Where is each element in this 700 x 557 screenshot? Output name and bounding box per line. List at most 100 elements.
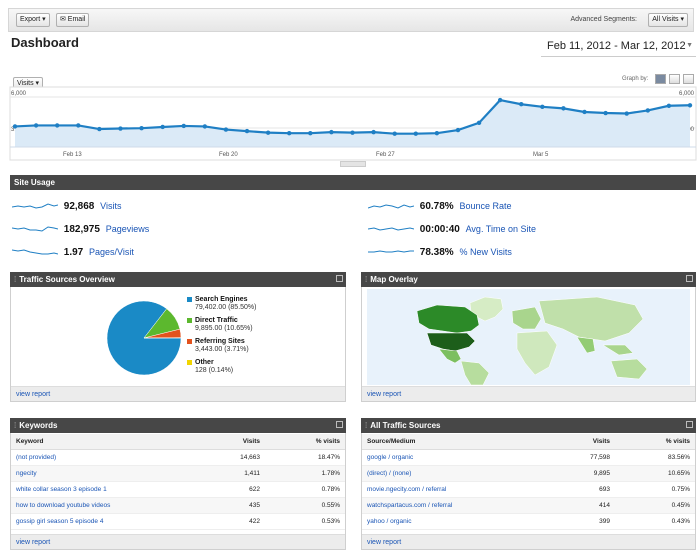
pie-slice[interactable]: [106, 300, 182, 376]
data-point[interactable]: [561, 106, 566, 111]
data-point[interactable]: [265, 130, 271, 135]
segments-dropdown[interactable]: All Visits ▾: [648, 13, 688, 27]
view-report-link[interactable]: view report: [362, 534, 695, 549]
all-traffic-header[interactable]: ⁞ All Traffic Sources: [361, 418, 696, 433]
all-traffic-title: All Traffic Sources: [370, 421, 441, 430]
graph-by-month-icon[interactable]: [683, 74, 694, 84]
close-icon[interactable]: [686, 421, 693, 428]
chart-resize-handle[interactable]: [340, 161, 366, 167]
data-point[interactable]: [329, 129, 334, 135]
metric-avg-time[interactable]: 00:00:40 Avg. Time on Site: [367, 221, 536, 237]
export-button[interactable]: Export ▾: [16, 13, 50, 27]
data-point[interactable]: [687, 103, 693, 108]
source-link[interactable]: (direct) / (none): [362, 465, 555, 482]
close-icon[interactable]: [336, 421, 343, 428]
metric-visits[interactable]: 92,868 Visits: [11, 198, 122, 214]
keyword-link[interactable]: white collar season 3 episode 1: [11, 481, 205, 498]
source-link[interactable]: watchspartacus.com / referral: [362, 497, 555, 514]
data-point[interactable]: [308, 130, 313, 136]
percent-cell: 0.53%: [265, 513, 345, 530]
percent-cell: 0.43%: [615, 513, 695, 530]
data-point[interactable]: [455, 127, 461, 133]
close-icon[interactable]: [686, 275, 693, 282]
data-point[interactable]: [181, 123, 186, 129]
data-point[interactable]: [519, 102, 524, 107]
graph-by-week-icon[interactable]: [669, 74, 680, 84]
drag-handle-icon[interactable]: ⁞: [365, 275, 368, 284]
data-point[interactable]: [350, 130, 355, 135]
metric-new-visits[interactable]: 78.38% % New Visits: [368, 244, 512, 260]
data-point[interactable]: [624, 111, 629, 116]
graph-by-day-icon[interactable]: [655, 74, 666, 84]
source-link[interactable]: google / organic: [362, 449, 555, 466]
data-point[interactable]: [33, 123, 39, 128]
keyword-link[interactable]: (not provided): [11, 449, 205, 466]
metric-pages-per-visit[interactable]: 1.97 Pages/Visit: [11, 244, 134, 260]
metric-label[interactable]: % New Visits: [459, 247, 512, 257]
metric-label[interactable]: Pages/Visit: [89, 247, 134, 257]
data-point[interactable]: [287, 130, 292, 136]
graph-by-label: Graph by:: [622, 76, 649, 82]
table-row: yahoo / organic 399 0.43%: [362, 513, 695, 530]
data-point[interactable]: [12, 124, 18, 129]
legend-name: Referring Sites: [195, 338, 245, 345]
table-row: white collar season 3 episode 1 622 0.78%: [11, 481, 345, 498]
data-point[interactable]: [582, 109, 587, 115]
data-point[interactable]: [603, 110, 608, 116]
column-header[interactable]: % visits: [265, 434, 345, 450]
data-point[interactable]: [413, 131, 418, 136]
data-point[interactable]: [476, 120, 482, 126]
data-point[interactable]: [54, 123, 60, 128]
mexico-shape: [438, 348, 462, 364]
metric-pageviews[interactable]: 182,975 Pageviews: [11, 221, 150, 237]
keyword-link[interactable]: how to download youtube videos: [11, 497, 205, 514]
date-range-picker[interactable]: Feb 11, 2012 - Mar 12, 2012 ▼: [541, 37, 696, 57]
metric-label[interactable]: Pageviews: [105, 224, 150, 234]
view-report-link[interactable]: view report: [11, 386, 345, 401]
column-header[interactable]: Visits: [205, 434, 265, 450]
data-point[interactable]: [223, 127, 229, 132]
map-overlay-header[interactable]: ⁞ Map Overlay: [361, 272, 696, 287]
data-point[interactable]: [371, 129, 376, 135]
close-icon[interactable]: [336, 275, 343, 282]
data-point[interactable]: [244, 128, 250, 134]
traffic-sources-header[interactable]: ⁞ Traffic Sources Overview: [10, 272, 346, 287]
keyword-link[interactable]: gossip girl season 5 episode 4: [11, 513, 205, 530]
source-link[interactable]: yahoo / organic: [362, 513, 555, 530]
metric-label[interactable]: Avg. Time on Site: [465, 224, 536, 234]
y-tick-top-left: 6,000: [11, 91, 27, 97]
metric-label[interactable]: Visits: [100, 201, 122, 211]
email-button[interactable]: ✉ Email: [56, 13, 90, 27]
data-point[interactable]: [97, 126, 102, 132]
drag-handle-icon[interactable]: ⁞: [365, 421, 368, 430]
world-map[interactable]: [367, 289, 690, 385]
data-point[interactable]: [76, 123, 81, 128]
table-row: watchspartacus.com / referral 414 0.45%: [362, 497, 695, 514]
metric-label[interactable]: Bounce Rate: [459, 201, 512, 211]
data-point[interactable]: [540, 104, 545, 110]
drag-handle-icon[interactable]: ⁞: [14, 275, 17, 284]
legend-name: Direct Traffic: [195, 317, 238, 324]
drag-handle-icon[interactable]: ⁞: [14, 421, 17, 430]
column-header[interactable]: % visits: [615, 434, 695, 450]
data-point[interactable]: [666, 103, 672, 108]
data-point[interactable]: [497, 97, 503, 103]
data-point[interactable]: [392, 131, 397, 136]
sparkline-icon: [367, 227, 415, 231]
metric-bounce-rate[interactable]: 60.78% Bounce Rate: [367, 198, 512, 214]
view-report-link[interactable]: view report: [362, 386, 695, 401]
data-point[interactable]: [160, 124, 165, 130]
table-row: google / organic 77,598 83.56%: [362, 449, 695, 466]
keyword-link[interactable]: ngecity: [11, 465, 205, 482]
source-link[interactable]: movie.ngecity.com / referral: [362, 481, 555, 498]
view-report-link[interactable]: view report: [11, 534, 345, 549]
column-header[interactable]: Keyword: [11, 434, 205, 450]
keywords-header[interactable]: ⁞ Keywords: [10, 418, 346, 433]
data-point[interactable]: [645, 108, 651, 113]
data-point[interactable]: [202, 124, 208, 129]
column-header[interactable]: Source/Medium: [362, 434, 555, 450]
data-point[interactable]: [139, 126, 144, 131]
data-point[interactable]: [434, 130, 440, 136]
data-point[interactable]: [118, 126, 123, 131]
column-header[interactable]: Visits: [555, 434, 615, 450]
